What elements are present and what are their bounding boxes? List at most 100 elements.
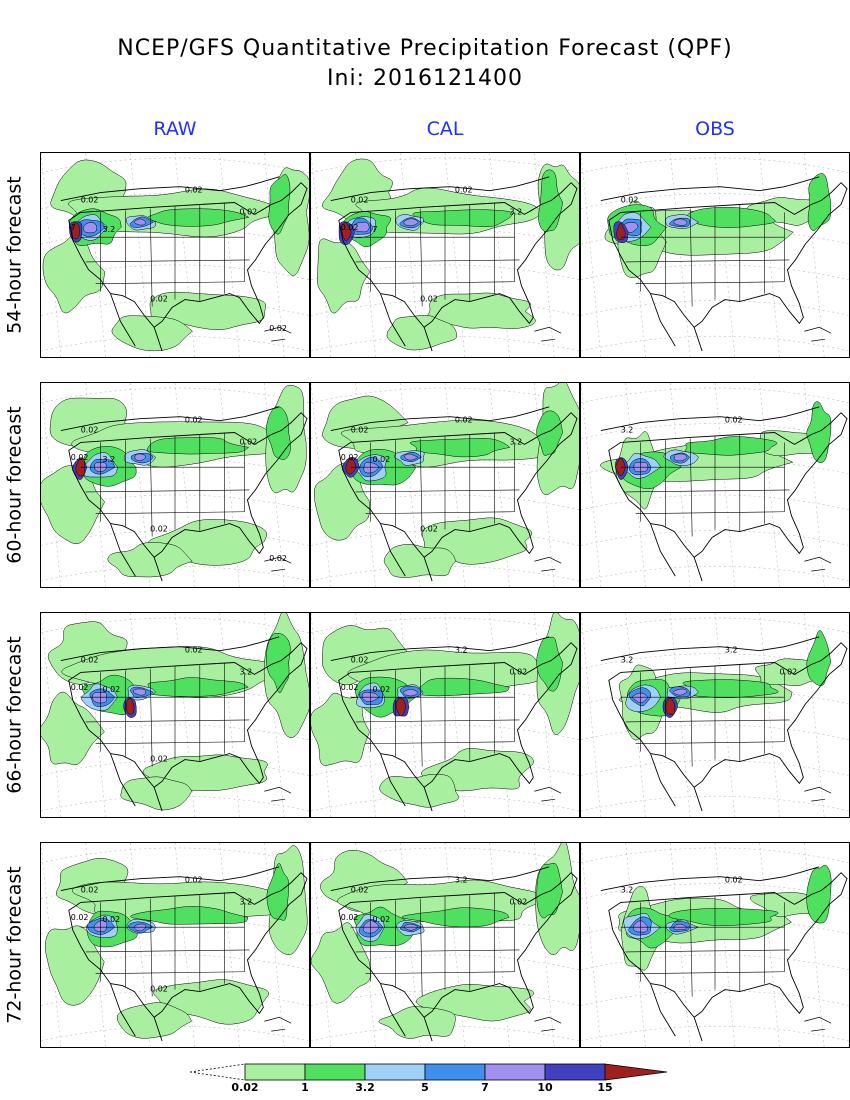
contour-label: 0.02 [420, 525, 438, 534]
contour-label: 0.02 [185, 416, 203, 425]
contour-label: 0.02 [81, 426, 99, 435]
colorbar-swatch [484, 1063, 546, 1081]
map-panel-h72-obs: 3.2 0.02 [580, 842, 850, 1048]
contour-label: 3.2 [510, 207, 523, 216]
colorbar-tick-label: 7 [481, 1081, 489, 1094]
contour-label: 0.02 [510, 897, 528, 906]
contour-label: 0.02 [185, 646, 203, 655]
map-panel-h60-obs: 3.2 0.02 [580, 382, 850, 588]
contour-label: 0.02 [269, 324, 287, 333]
colorbar-swatch [364, 1063, 426, 1081]
contour-label: 0.02 [351, 196, 369, 205]
precip-field [41, 384, 307, 578]
colorbar-swatch [244, 1063, 306, 1081]
contour-label: 0.02 [71, 453, 89, 462]
contour-label: 0.02 [351, 426, 369, 435]
contour-label: 0.02 [150, 985, 168, 994]
map-panel-h54-obs: 0.02 [580, 152, 850, 358]
colorbar-swatch [424, 1063, 486, 1081]
contour-label: 0.02 [103, 685, 121, 694]
precip-field [44, 845, 308, 1039]
colorbar-lower-extension [189, 1063, 246, 1081]
contour-label: 0.02 [240, 207, 258, 216]
row-label-60h: 60-hour forecast [4, 406, 26, 564]
contour-label: 0.02 [455, 416, 473, 425]
row-label-54h: 54-hour forecast [4, 176, 26, 334]
map-panel-h54-cal: 0.02 0.02 3.2 7 0.02 0.02 [310, 152, 580, 358]
colorbar [189, 1062, 670, 1098]
contour-label: 3.2 [103, 225, 116, 234]
contour-label: 7 [71, 223, 76, 232]
contour-label: 0.02 [150, 755, 168, 764]
contour-label: 0.02 [269, 554, 287, 563]
map-panel-h66-cal: 0.02 3.2 0.02 0.02 0.02 [310, 612, 580, 818]
contour-label: 0.02 [81, 196, 99, 205]
column-title-cal: CAL [426, 118, 464, 140]
contour-label: 0.02 [185, 186, 203, 195]
precip-field [317, 158, 579, 351]
contour-label: 0.02 [351, 886, 369, 895]
contour-label: 0.02 [373, 685, 391, 694]
contour-label: 0.02 [81, 656, 99, 665]
column-title-raw: RAW [153, 118, 197, 140]
contour-label: 3.2 [455, 876, 468, 885]
map-panel-h66-obs: 3.2 3.2 0.02 [580, 612, 850, 818]
contour-label: 0.02 [510, 667, 528, 676]
colorbar-swatch [544, 1063, 606, 1081]
contour-label: 0.02 [420, 295, 438, 304]
precip-field [604, 173, 832, 278]
contour-label: 0.02 [351, 656, 369, 665]
colorbar-tick-label: 3.2 [355, 1081, 375, 1094]
contour-label: 0.02 [71, 683, 89, 692]
contour-label: 3.2 [103, 455, 116, 464]
contour-label: 0.02 [373, 455, 391, 464]
contour-label: 3.2 [621, 656, 634, 665]
precip-field [42, 159, 309, 352]
row-label-66h: 66-hour forecast [4, 636, 26, 794]
contour-label: 0.02 [341, 223, 359, 232]
contour-label: 0.02 [81, 886, 99, 895]
contour-label: 3.2 [621, 426, 634, 435]
precip-field [311, 843, 579, 1039]
colorbar-tick-label: 0.02 [231, 1081, 259, 1094]
precip-field [313, 383, 579, 578]
colorbar-tick-label: 15 [597, 1081, 613, 1094]
contour-label: 3.2 [455, 646, 468, 655]
contour-label: 7 [373, 225, 378, 234]
map-panel-h54-raw: 0.02 0.02 0.02 3.2 7 0.02 0.02 [40, 152, 310, 358]
page-title: NCEP/GFS Quantitative Precipitation Fore… [117, 36, 733, 61]
colorbar-swatch [304, 1063, 366, 1081]
map-panel-h72-raw: 0.02 0.02 3.2 0.02 0.02 0.02 [40, 842, 310, 1048]
page-subtitle: Ini: 2016121400 [327, 66, 523, 91]
contour-label: 3.2 [510, 437, 523, 446]
contour-label: 0.02 [780, 667, 798, 676]
contour-label: 0.02 [621, 196, 639, 205]
contour-label: 0.02 [103, 915, 121, 924]
precip-field [600, 401, 832, 510]
contour-label: 0.02 [373, 915, 391, 924]
contour-label: 3.2 [621, 886, 634, 895]
contour-label: 0.02 [240, 437, 258, 446]
contour-label: 0.02 [150, 525, 168, 534]
contour-label: 0.02 [725, 416, 743, 425]
contour-label: 0.02 [341, 683, 359, 692]
contour-label: 3.2 [240, 667, 253, 676]
contour-label: 0.02 [341, 913, 359, 922]
colorbar-tick-label: 10 [537, 1081, 553, 1094]
colorbar-tick-label: 1 [301, 1081, 309, 1094]
precip-field [619, 630, 831, 741]
map-panel-h60-cal: 0.02 0.02 3.2 0.02 0.02 0.02 [310, 382, 580, 588]
map-panel-h60-raw: 0.02 0.02 0.02 3.2 0.02 0.02 0.02 [40, 382, 310, 588]
colorbar-upper-extension [604, 1063, 668, 1081]
contour-label: 0.02 [341, 453, 359, 462]
precip-field [41, 613, 309, 811]
contour-label: 3.2 [725, 646, 738, 655]
contour-label: 0.02 [71, 913, 89, 922]
map-panel-h72-cal: 0.02 3.2 0.02 0.02 0.02 [310, 842, 580, 1048]
colorbar-tick-label: 5 [421, 1081, 429, 1094]
contour-label: 3.2 [240, 897, 253, 906]
map-panel-h66-raw: 0.02 0.02 3.2 0.02 0.02 0.02 [40, 612, 310, 818]
column-title-obs: OBS [695, 118, 735, 140]
contour-label: 0.02 [725, 876, 743, 885]
contour-label: 0.02 [150, 295, 168, 304]
